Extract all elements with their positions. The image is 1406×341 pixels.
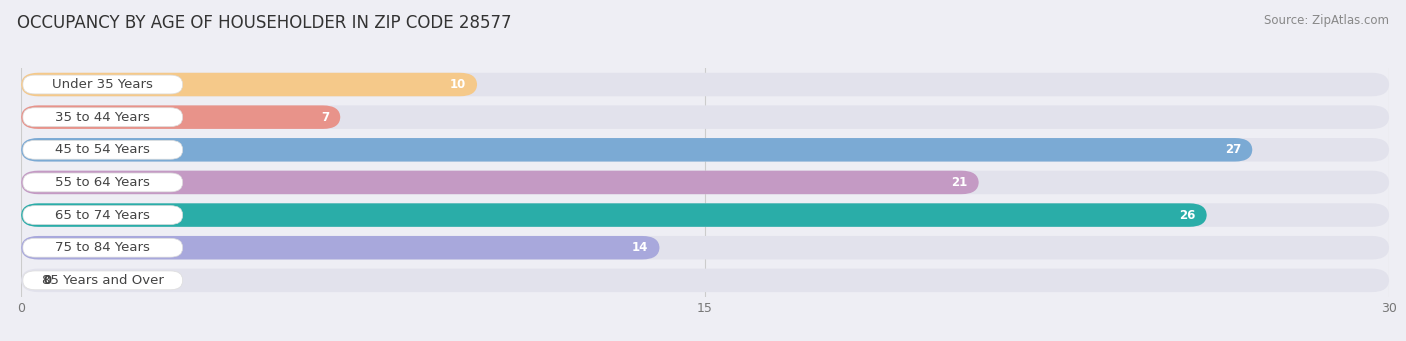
FancyBboxPatch shape: [22, 75, 183, 94]
Text: Under 35 Years: Under 35 Years: [52, 78, 153, 91]
Text: 45 to 54 Years: 45 to 54 Years: [55, 143, 150, 156]
FancyBboxPatch shape: [22, 173, 183, 192]
Text: OCCUPANCY BY AGE OF HOUSEHOLDER IN ZIP CODE 28577: OCCUPANCY BY AGE OF HOUSEHOLDER IN ZIP C…: [17, 14, 512, 32]
Text: 35 to 44 Years: 35 to 44 Years: [55, 111, 150, 124]
FancyBboxPatch shape: [21, 73, 1389, 96]
FancyBboxPatch shape: [21, 138, 1253, 162]
Text: 7: 7: [321, 111, 329, 124]
FancyBboxPatch shape: [21, 73, 477, 96]
Text: 27: 27: [1225, 143, 1241, 156]
FancyBboxPatch shape: [21, 105, 340, 129]
Text: 65 to 74 Years: 65 to 74 Years: [55, 209, 150, 222]
Text: Source: ZipAtlas.com: Source: ZipAtlas.com: [1264, 14, 1389, 27]
Text: 75 to 84 Years: 75 to 84 Years: [55, 241, 150, 254]
Text: 10: 10: [450, 78, 465, 91]
FancyBboxPatch shape: [21, 269, 1389, 292]
FancyBboxPatch shape: [21, 138, 1389, 162]
FancyBboxPatch shape: [21, 203, 1389, 227]
Text: 55 to 64 Years: 55 to 64 Years: [55, 176, 150, 189]
FancyBboxPatch shape: [21, 203, 1206, 227]
FancyBboxPatch shape: [21, 171, 979, 194]
Text: 0: 0: [44, 274, 52, 287]
FancyBboxPatch shape: [22, 108, 183, 127]
FancyBboxPatch shape: [21, 236, 659, 260]
Text: 85 Years and Over: 85 Years and Over: [42, 274, 163, 287]
FancyBboxPatch shape: [21, 236, 1389, 260]
FancyBboxPatch shape: [22, 271, 183, 290]
Text: 21: 21: [950, 176, 967, 189]
FancyBboxPatch shape: [22, 206, 183, 224]
FancyBboxPatch shape: [22, 238, 183, 257]
FancyBboxPatch shape: [22, 140, 183, 159]
FancyBboxPatch shape: [21, 171, 1389, 194]
Text: 14: 14: [631, 241, 648, 254]
FancyBboxPatch shape: [21, 105, 1389, 129]
Text: 26: 26: [1180, 209, 1195, 222]
